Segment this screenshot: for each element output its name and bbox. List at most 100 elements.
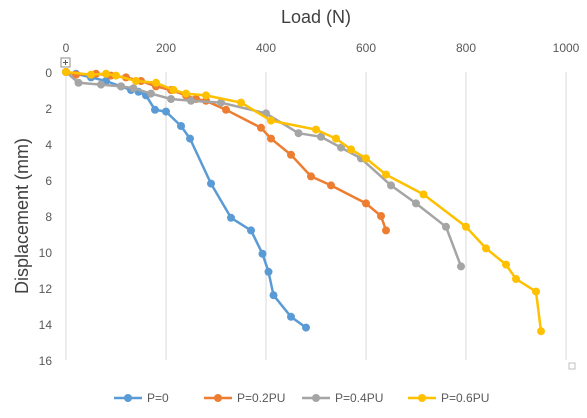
legend-item: P=0 [114,391,169,405]
data-point [362,199,370,208]
legend-marker [214,394,222,402]
series-layer [62,68,545,336]
data-point [382,170,390,179]
legend-marker [312,394,320,402]
data-point [87,70,95,79]
x-tick-label: 0 [63,41,70,55]
series-p-0-6pu [62,68,545,336]
y-tick-label: 12 [39,282,53,296]
x-tick-label: 400 [256,41,276,55]
data-point [347,145,355,154]
y-tick-label: 16 [39,354,53,368]
data-point [502,260,510,269]
gridlines [165,72,567,360]
data-point [327,181,335,190]
data-point [202,91,210,100]
data-point [482,244,490,253]
data-point [227,213,235,222]
data-point [362,154,370,163]
data-point [442,222,450,231]
y-tick-label: 2 [45,102,52,116]
data-point [237,98,245,107]
data-point [162,107,170,116]
data-point [312,125,320,134]
data-point [419,190,428,199]
data-point [294,129,303,138]
data-point [258,249,267,258]
data-point [512,275,520,283]
data-point [97,80,105,89]
x-tick-label: 200 [156,41,176,55]
data-point [537,327,545,336]
y-tick-label: 6 [45,174,52,188]
data-point [177,122,185,130]
legend: P=0 P=0.2PU P=0.4PU P=0.6PU [114,391,489,405]
axes: 0 200 400 600 800 1000 0 2 4 6 8 10 12 14 16 [39,41,580,368]
data-point [287,150,295,159]
x-axis-title: Load (N) [281,7,351,27]
y-tick-label: 0 [45,66,52,80]
data-point [377,212,385,220]
legend-label: P=0.2PU [237,391,285,405]
legend-item: P=0.6PU [408,391,489,405]
chart-handle-icons [60,57,576,370]
data-point [167,95,175,103]
data-point [151,105,159,114]
data-point [207,179,215,188]
data-point [287,312,295,321]
data-point [382,226,390,235]
legend-label: P=0.6PU [441,391,489,405]
data-point [62,68,70,76]
data-point [186,134,194,143]
move-cross-icon [63,60,68,65]
legend-item: P=0.2PU [204,391,285,405]
data-point [532,287,540,296]
legend-marker [418,394,426,402]
data-point [457,262,465,271]
data-point [132,77,140,85]
legend-label: P=0 [147,391,169,405]
data-point [412,199,420,208]
data-point [302,323,310,332]
data-point [117,82,125,91]
data-point [264,267,273,276]
data-point [129,84,138,93]
data-point [187,96,195,105]
data-point [217,98,225,107]
data-point [74,78,83,87]
x-tick-label: 800 [456,41,476,55]
data-point [182,89,190,98]
data-point [387,181,395,190]
data-point [112,71,120,80]
data-point [169,86,178,94]
data-point [269,291,278,300]
data-point [257,123,265,132]
data-point [267,134,275,143]
resize-handle-icon [568,362,576,370]
x-tick-label: 600 [356,41,376,55]
data-point [332,134,340,143]
data-point [152,78,160,87]
legend-marker [124,394,132,402]
data-point [102,69,110,78]
data-point [222,105,230,114]
y-tick-label: 10 [39,246,53,260]
y-tick-label: 4 [45,138,52,152]
data-point [462,222,470,231]
data-point [317,132,325,141]
legend-label: P=0.4PU [335,391,383,405]
y-axis-title: Displacement (mm) [12,138,32,294]
y-tick-label: 8 [45,210,52,224]
x-tick-label: 1000 [553,41,580,55]
y-tick-label: 14 [39,318,53,332]
legend-item: P=0.4PU [302,391,383,405]
data-point [267,116,275,125]
series-p-0-4pu [62,68,465,271]
data-point [307,172,315,181]
data-point [147,89,155,98]
data-point [337,143,345,152]
data-point [247,226,255,235]
